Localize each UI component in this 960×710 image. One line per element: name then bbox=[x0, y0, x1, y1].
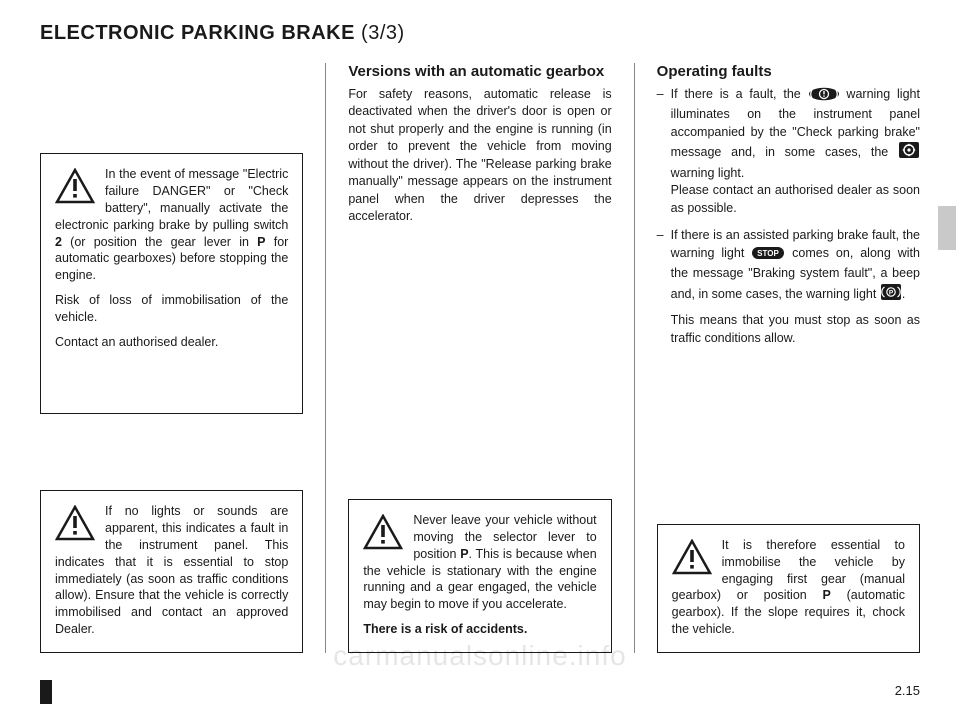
page-title: ELECTRONIC PARKING BRAKE (3/3) bbox=[40, 22, 920, 45]
column-1: In the event of message "Electric failur… bbox=[40, 63, 303, 653]
warning-text-bold: There is a risk of accidents. bbox=[363, 621, 596, 638]
stop-warning-icon: STOP bbox=[751, 246, 785, 266]
title-main: ELECTRONIC PARKING BRAKE bbox=[40, 22, 361, 44]
warning-triangle-icon bbox=[55, 505, 95, 546]
section-body-gearbox: For safety reasons, automatic release is… bbox=[348, 86, 611, 226]
side-tab bbox=[938, 206, 956, 250]
warning-box-immobilise: It is therefore essential to immobilise … bbox=[657, 524, 920, 653]
brake-p-warning-icon: P bbox=[880, 283, 902, 307]
fault-item: If there is a fault, the warning light i… bbox=[657, 86, 920, 218]
column-divider bbox=[325, 63, 326, 653]
section-heading-gearbox: Versions with an automatic gearbox bbox=[348, 63, 611, 82]
warning-box-selector-p: Never leave your vehicle without moving … bbox=[348, 499, 611, 653]
parking-brake-warning-icon bbox=[808, 87, 840, 107]
warning-triangle-icon bbox=[672, 539, 712, 580]
faults-list: If there is a fault, the warning light i… bbox=[657, 86, 920, 358]
warning-box-electric-failure: In the event of message "Electric failur… bbox=[40, 153, 303, 414]
footer-mark bbox=[40, 680, 52, 704]
manual-page: ELECTRONIC PARKING BRAKE (3/3) In the ev… bbox=[0, 0, 960, 710]
column-2: Versions with an automatic gearbox For s… bbox=[348, 63, 611, 653]
content-columns: In the event of message "Electric failur… bbox=[40, 63, 920, 653]
title-suffix: (3/3) bbox=[361, 22, 405, 44]
section-heading-faults: Operating faults bbox=[657, 63, 920, 82]
warning-box-no-lights: If no lights or sounds are apparent, thi… bbox=[40, 490, 303, 653]
warning-triangle-icon bbox=[363, 514, 403, 555]
warning-triangle-icon bbox=[55, 168, 95, 209]
column-divider bbox=[634, 63, 635, 653]
column-3: Operating faults If there is a fault, th… bbox=[657, 63, 920, 653]
warning-text: Contact an authorised dealer. bbox=[55, 334, 288, 351]
warning-text: Risk of loss of immobilisation of the ve… bbox=[55, 292, 288, 326]
page-number: 2.15 bbox=[895, 683, 920, 698]
svg-text:STOP: STOP bbox=[757, 249, 779, 258]
fault-item: If there is an assisted parking brake fa… bbox=[657, 227, 920, 347]
svg-text:P: P bbox=[889, 289, 894, 296]
service-warning-icon bbox=[898, 141, 920, 165]
